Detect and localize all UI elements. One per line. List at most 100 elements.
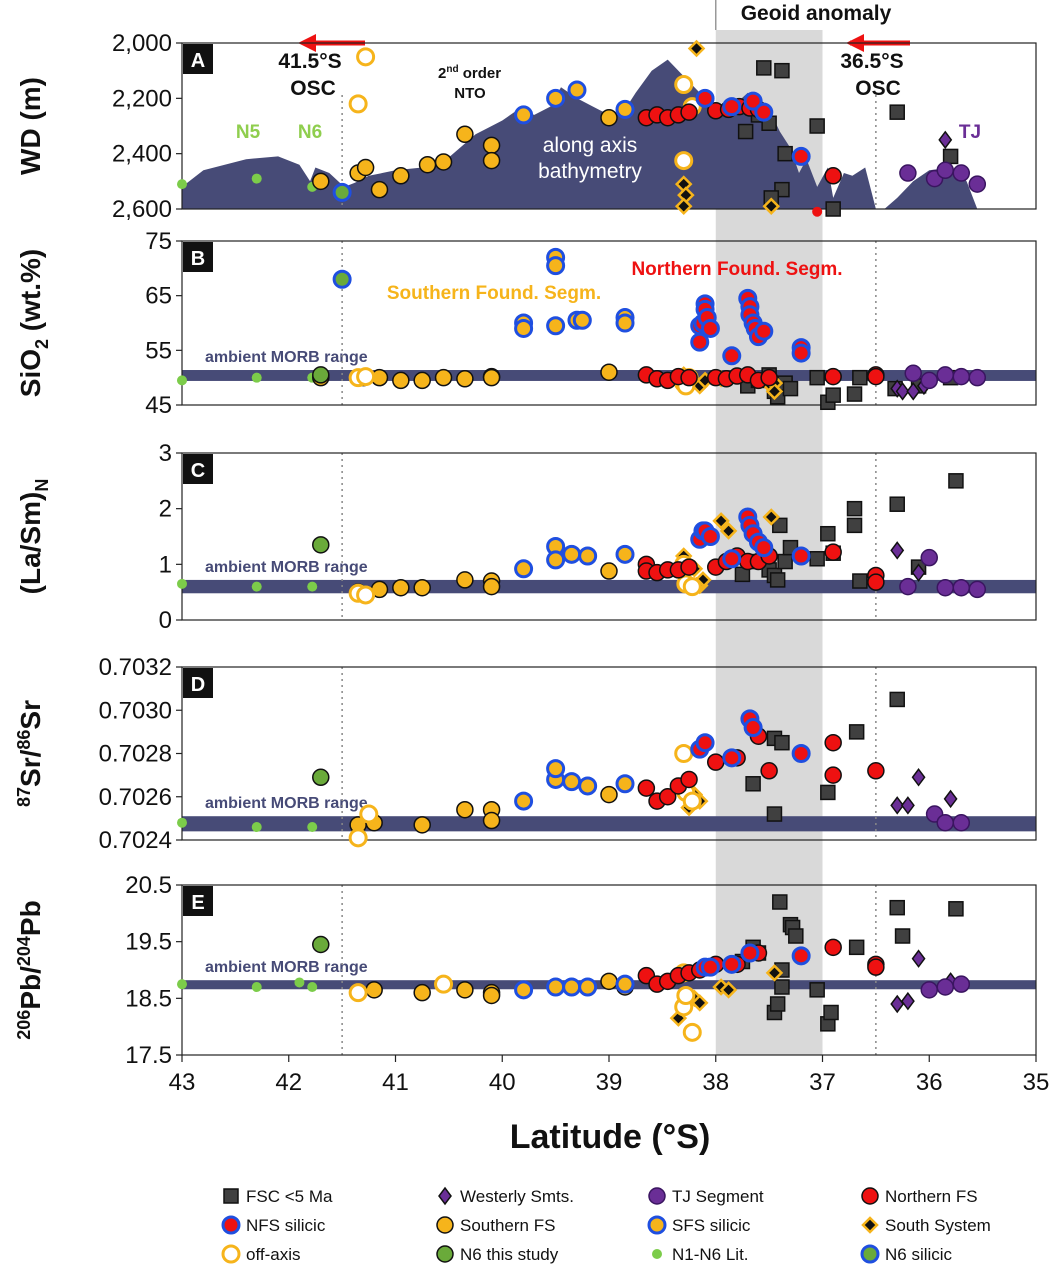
legend-item: Westerly Smts. (438, 1186, 574, 1206)
data-point (769, 996, 786, 1012)
legend-label: off-axis (246, 1245, 301, 1264)
data-point (674, 197, 693, 216)
data-point (846, 386, 863, 402)
data-point (514, 980, 534, 1000)
data-point (824, 766, 842, 784)
data-point (825, 387, 841, 403)
data-point (456, 981, 474, 999)
osc-south-type: OSC (290, 77, 336, 100)
series-tj-segment (899, 161, 987, 193)
legend-item: Northern FS (861, 1187, 978, 1206)
data-point (600, 363, 618, 381)
data-point (332, 182, 352, 202)
legend-label: South System (885, 1216, 991, 1235)
data-point (936, 161, 955, 180)
data-point (824, 733, 842, 752)
legend-marker (648, 1187, 666, 1205)
legend-label: SFS silicic (672, 1216, 751, 1235)
legend-item: FSC <5 Ma (223, 1187, 333, 1206)
series-southern-fs (349, 785, 618, 834)
x-tick-label: 35 (1023, 1069, 1050, 1096)
y-axis-label: SiO2 (wt.%) (15, 249, 52, 397)
data-point (852, 369, 868, 386)
data-point (766, 806, 783, 822)
nto-order: order (459, 65, 502, 82)
data-point (251, 372, 262, 383)
data-point (546, 88, 566, 108)
data-point (392, 167, 410, 185)
data-point (756, 60, 772, 76)
panel-letter-box (183, 242, 213, 272)
data-point (312, 768, 330, 787)
data-point (722, 97, 742, 117)
data-point (251, 822, 262, 833)
data-point (952, 975, 971, 993)
data-point (307, 581, 318, 592)
panel-e: ambient MORB range E 17.5 18.5 19.5 20.5 206Pb… (14, 872, 1037, 1069)
x-axis-label: Latitude (°S) (510, 1118, 711, 1156)
legend-label: FSC <5 Ma (246, 1187, 333, 1206)
data-point (600, 785, 618, 804)
panel-frame (181, 452, 1037, 621)
data-point (890, 541, 905, 560)
data-point (740, 943, 760, 963)
data-point (889, 496, 905, 512)
data-point (936, 813, 955, 832)
x-tick-label: 37 (809, 1069, 836, 1096)
data-point (936, 978, 955, 996)
data-point (482, 986, 501, 1005)
data-point (456, 370, 474, 388)
nto-label-line2: NTO (454, 85, 486, 102)
data-point (572, 310, 592, 330)
morb-label: ambient MORB range (205, 349, 368, 366)
data-point (968, 175, 987, 193)
data-point (791, 546, 811, 566)
data-point (177, 578, 187, 589)
data-point (578, 977, 598, 997)
legend-marker (223, 1188, 239, 1204)
data-point (754, 321, 774, 341)
data-point (968, 580, 987, 599)
series-n6-this-study (312, 768, 330, 787)
data-point (900, 991, 915, 1011)
legend-item: N1-N6 Lit. (652, 1245, 749, 1264)
data-point (904, 364, 922, 383)
series-red-dot (812, 206, 823, 217)
x-tick-label: 40 (489, 1069, 516, 1096)
data-point (615, 99, 635, 119)
y-tick-label: 55 (145, 337, 172, 364)
data-point (456, 571, 474, 589)
data-point (348, 828, 368, 848)
data-point (777, 145, 793, 162)
data-point (719, 522, 738, 540)
data-point (791, 146, 811, 166)
panel-letter: C (191, 460, 205, 482)
data-point (456, 125, 474, 144)
data-point (312, 536, 330, 554)
panel-c: ambient MORB range C 0 1 2 3 (La/Sm)N (15, 440, 1037, 634)
legend-marker (861, 1187, 879, 1205)
data-point (546, 977, 566, 997)
series-sfs-silicic (514, 759, 635, 811)
data-point (695, 88, 715, 108)
data-point (722, 346, 742, 366)
y-tick-label: 2,600 (112, 196, 172, 223)
data-point (177, 817, 187, 828)
panel-letter: D (191, 674, 205, 696)
panel-b: ambient MORB range B 45 55 65 75 SiO2 (wt.%) (15, 228, 1037, 419)
panel-d: ambient MORB range D 0.7024 0.7026 0.7028 0.7… (14, 654, 1037, 854)
data-point (546, 256, 566, 276)
series-westerly-smts- (890, 768, 958, 815)
data-point (418, 155, 437, 174)
data-point (889, 899, 905, 916)
series-n6-this-study (312, 935, 330, 954)
data-point (952, 367, 971, 386)
panel-a: A 2,000 2,200 2,400 2,600 WD (m) (15, 30, 1037, 223)
legend-label: N6 silicic (885, 1245, 953, 1264)
data-point (820, 525, 836, 542)
series-southern-fs (312, 108, 618, 199)
data-point (938, 130, 953, 150)
series-tj-segment (899, 548, 987, 599)
x-tick-label: 36 (916, 1069, 943, 1096)
data-point (920, 548, 938, 567)
